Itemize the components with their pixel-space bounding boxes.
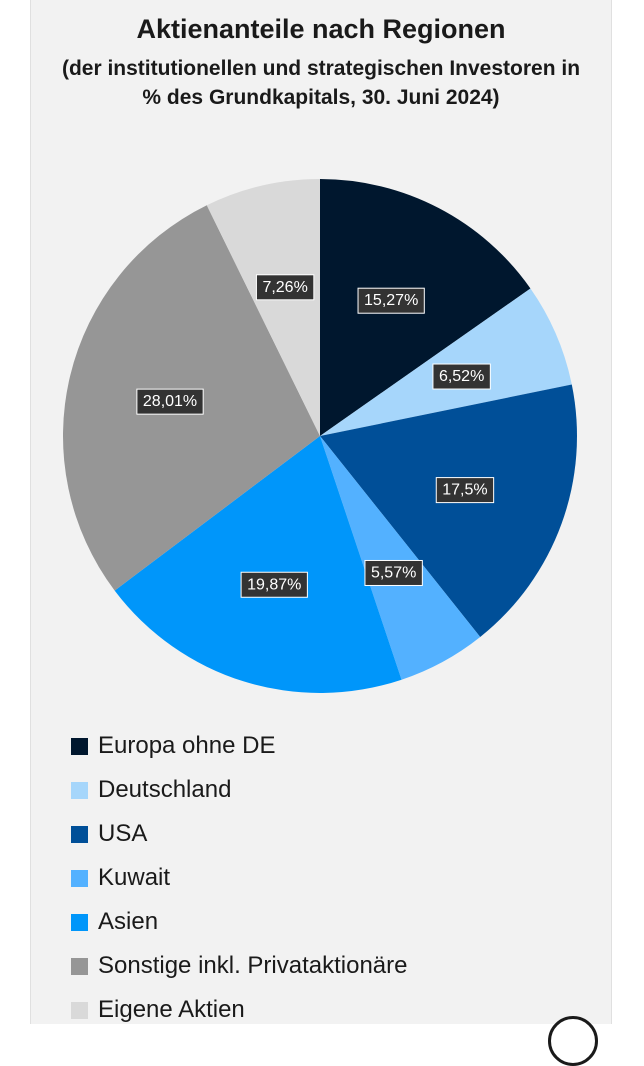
data-label-4: 19,87%: [240, 571, 308, 598]
legend-label-5: Sonstige inkl. Privataktionäre: [98, 952, 408, 979]
data-label-2: 17,5%: [435, 477, 495, 504]
legend-item-4: Asien: [71, 900, 408, 944]
chart-subtitle: (der institutionellen und strategischen …: [61, 57, 581, 109]
chart-title: Aktienanteile nach Regionen: [136, 14, 506, 44]
svg-text:17,5%: 17,5%: [442, 482, 487, 499]
pie-chart: 15,27% 6,52% 17,5% 5,57% 19,87% 28,01% 7,26%: [62, 179, 577, 693]
legend-label-4: Asien: [98, 908, 159, 935]
data-label-3: 5,57%: [364, 559, 423, 586]
legend-swatch-4: [71, 913, 88, 931]
data-label-0: 15,27%: [357, 287, 425, 314]
legend-swatch-2: [71, 825, 88, 843]
legend-item-6: Eigene Aktien: [71, 988, 408, 1032]
legend-label-3: Kuwait: [98, 864, 171, 891]
legend-label-0: Europa ohne DE: [98, 732, 276, 759]
legend-swatch-6: [71, 1001, 88, 1019]
legend-swatch-5: [71, 957, 88, 975]
legend-item-2: USA: [71, 812, 408, 856]
svg-text:19,87%: 19,87%: [247, 576, 301, 593]
legend-item-3: Kuwait: [71, 856, 408, 900]
legend-label-1: Deutschland: [98, 776, 232, 803]
pie-slice-4: [114, 436, 402, 693]
pie-slice-1: [320, 288, 572, 436]
pie-slice-2: [320, 384, 577, 637]
svg-text:5,57%: 5,57%: [371, 564, 416, 581]
legend-item-0: Europa ohne DE: [71, 724, 408, 768]
legend-swatch-0: [71, 737, 88, 755]
pie-slice-3: [320, 436, 481, 680]
legend-item-5: Sonstige inkl. Privataktionäre: [71, 944, 408, 988]
pie-slice-0: [320, 179, 531, 436]
chart-card: Aktienanteile nach Regionen (der institu…: [30, 0, 612, 1024]
legend-swatch-1: [71, 781, 88, 799]
data-label-5: 28,01%: [136, 388, 204, 415]
pie-slice-6: [206, 179, 320, 436]
legend-label-2: USA: [98, 820, 148, 847]
data-label-6: 7,26%: [255, 274, 315, 301]
legend-item-1: Deutschland: [71, 768, 408, 812]
svg-text:28,01%: 28,01%: [143, 393, 197, 410]
svg-text:7,26%: 7,26%: [262, 279, 307, 296]
data-label-1: 6,52%: [432, 363, 491, 390]
legend-label-6: Eigene Aktien: [98, 996, 245, 1023]
chart-legend: Europa ohne DE Deutschland USA Kuwait Asien S…: [71, 724, 408, 1032]
svg-text:15,27%: 15,27%: [364, 292, 418, 309]
legend-swatch-3: [71, 869, 88, 887]
svg-text:6,52%: 6,52%: [439, 368, 484, 385]
